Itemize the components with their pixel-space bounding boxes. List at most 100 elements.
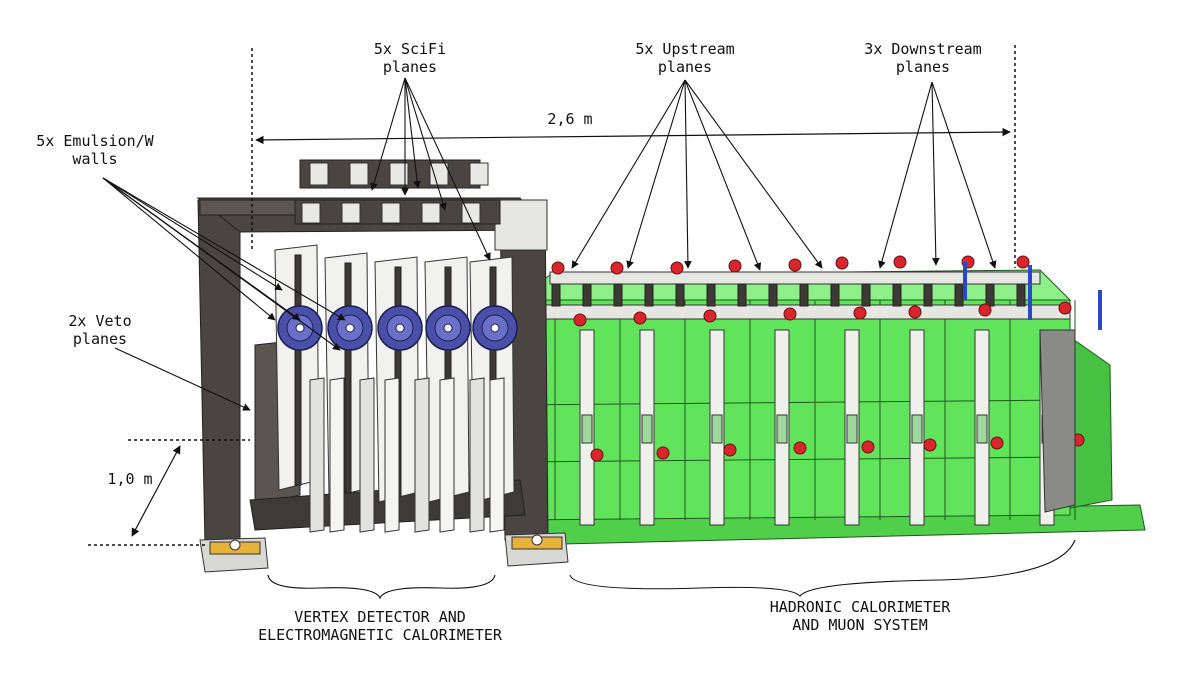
red-bolt — [728, 259, 742, 273]
red-bolt — [610, 261, 624, 275]
detector-plate — [329, 377, 345, 533]
top-post — [799, 283, 809, 307]
scifi-bracket — [421, 202, 441, 224]
detector-plate — [469, 377, 485, 533]
red-bolt — [853, 306, 867, 320]
top-post — [768, 283, 778, 307]
top-post — [675, 283, 685, 307]
red-bolt — [923, 438, 937, 452]
emulsion-label: 5x Emulsion/W walls — [36, 132, 154, 168]
hcal-connector — [846, 414, 858, 444]
scifi-bracket — [469, 162, 489, 186]
pointer-arrow — [684, 79, 823, 269]
target-disk-hub — [345, 323, 355, 333]
top-rail — [544, 304, 1071, 320]
target-disk-hub — [395, 323, 405, 333]
pointer-lines — [102, 77, 997, 411]
top-post — [1016, 283, 1026, 307]
red-bolt — [783, 307, 797, 321]
red-bolt — [703, 309, 717, 323]
red-bolt — [551, 261, 565, 275]
top-post — [737, 283, 747, 307]
pointer-arrow — [404, 77, 447, 211]
scifi-bracket — [341, 202, 361, 224]
scifi-label: 5x SciFi planes — [373, 40, 447, 76]
red-bolt — [633, 311, 647, 325]
scifi-plane — [294, 254, 302, 486]
top-post — [892, 283, 902, 307]
detector-plate — [384, 377, 400, 533]
top-post — [644, 283, 654, 307]
pointer-arrow — [370, 77, 406, 191]
hadronic-calorimeter — [513, 255, 1146, 546]
detector-plate — [439, 377, 455, 533]
red-bolt — [1058, 301, 1072, 315]
red-bolt — [861, 440, 875, 454]
hcal-connector — [976, 414, 988, 444]
scifi-bracket — [381, 202, 401, 224]
red-bolt — [723, 443, 737, 457]
scifi-bracket — [349, 162, 369, 186]
pointer-arrow — [404, 77, 491, 261]
pointer-arrow — [102, 177, 283, 291]
braces — [267, 539, 1076, 600]
scifi-plane — [344, 262, 352, 494]
height-arrow — [131, 445, 181, 537]
pointer-arrow — [684, 79, 692, 269]
top-post — [985, 283, 995, 307]
scifi-bracket — [389, 162, 409, 186]
top-post — [613, 283, 623, 307]
red-bolt — [990, 436, 1004, 450]
scifi-bracket — [309, 162, 329, 186]
pointer-arrow — [931, 81, 940, 266]
pointer-arrow — [102, 177, 341, 351]
vertex-detector — [196, 159, 549, 546]
detector-plate — [309, 377, 325, 533]
red-bolt — [978, 303, 992, 317]
hadronic-caption: HADRONIC CALORIMETER AND MUON SYSTEM — [769, 598, 951, 634]
dimension-lines — [88, 45, 1016, 546]
hcal-connector — [711, 414, 723, 444]
pointer-arrow — [626, 79, 686, 269]
scifi-bracket — [429, 162, 449, 186]
top-post — [861, 283, 871, 307]
hcal-connector — [641, 414, 653, 444]
detector-plate — [359, 377, 375, 533]
detector-plate — [489, 377, 505, 533]
red-bolt — [835, 256, 849, 270]
downstream-label: 3x Downstream planes — [864, 40, 982, 76]
red-bolt — [908, 305, 922, 319]
pointer-arrow — [684, 79, 762, 271]
red-bolt — [893, 255, 907, 269]
pointer-arrow — [931, 81, 997, 269]
target-disk-hub — [443, 323, 453, 333]
detector-plate — [414, 377, 430, 533]
pointer-arrow — [102, 177, 346, 321]
top-post — [830, 283, 840, 307]
base-feet — [199, 532, 569, 573]
red-bolt — [1016, 255, 1030, 269]
target-disk-hub — [490, 323, 500, 333]
scifi-bracket — [461, 202, 481, 224]
length-label: 2,6 m — [547, 110, 593, 128]
hcal-connector — [911, 414, 923, 444]
pointer-arrow — [102, 177, 276, 321]
length-arrow — [255, 127, 1011, 145]
hcal-connector — [581, 414, 593, 444]
scifi-bracket — [301, 202, 321, 224]
height-label: 1,0 m — [107, 470, 153, 488]
target-disk-hub — [295, 323, 305, 333]
vertex-caption: VERTEX DETECTOR AND ELECTROMAGNETIC CALOR… — [258, 608, 502, 644]
red-bolt — [590, 448, 604, 462]
top-post — [954, 283, 964, 307]
pointer-arrow — [878, 81, 933, 269]
upstream-label: 5x Upstream planes — [635, 40, 735, 76]
veto-label: 2x Veto planes — [68, 312, 132, 348]
red-bolt — [670, 261, 684, 275]
red-bolt — [793, 441, 807, 455]
hcal-connector — [776, 414, 788, 444]
red-bolt — [656, 446, 670, 460]
top-post — [582, 283, 592, 307]
top-post — [923, 283, 933, 307]
